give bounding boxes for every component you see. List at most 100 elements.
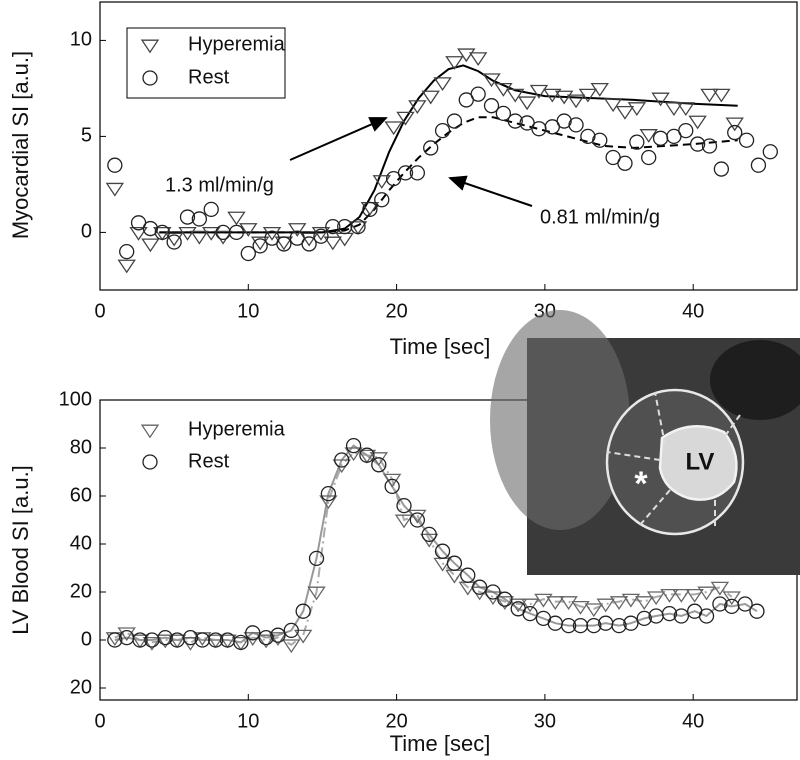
data-point [698, 608, 715, 624]
data-point [345, 437, 362, 454]
annotation: 0.81 ml/min/g [540, 206, 660, 228]
data-point [227, 211, 246, 226]
data-point [421, 90, 440, 105]
x-tick-label: 40 [682, 300, 704, 322]
data-point [615, 105, 635, 120]
data-point [554, 90, 574, 105]
y-tick-label: 100 [59, 388, 92, 410]
data-point [571, 600, 590, 615]
data-point [350, 218, 366, 235]
data-point [750, 157, 767, 173]
y-tick-label: 10 [70, 29, 92, 51]
data-point [119, 243, 135, 260]
x-tick-label: 10 [237, 710, 259, 732]
data-point [590, 82, 609, 97]
data-point [166, 234, 182, 250]
data-point [396, 497, 412, 514]
legend-label: Hyperemia [188, 418, 286, 440]
x-tick-label: 20 [385, 710, 407, 732]
data-point [639, 129, 658, 143]
data-point [282, 639, 301, 654]
data-point [245, 625, 261, 641]
data-point [374, 192, 390, 208]
data-point [397, 165, 414, 181]
data-point [725, 117, 744, 132]
data-point [572, 617, 589, 634]
data-point [636, 610, 652, 627]
y-tick-label: 0 [81, 221, 92, 243]
x-tick-label: 40 [682, 710, 704, 732]
data-point [141, 238, 160, 253]
data-point [252, 238, 268, 254]
data-point [231, 636, 251, 651]
data-point [712, 596, 728, 612]
legend-marker [140, 39, 160, 54]
data-point [722, 591, 741, 606]
data-point [697, 586, 716, 601]
data-point [283, 622, 299, 639]
data-point [295, 603, 311, 619]
data-point [738, 132, 755, 148]
data-point [495, 105, 512, 122]
data-point [307, 586, 326, 601]
series-line [114, 444, 758, 644]
data-point [178, 226, 197, 241]
data-point [371, 457, 387, 473]
data-point [712, 88, 731, 103]
y-tick-label: 40 [70, 532, 92, 554]
data-point [713, 161, 730, 177]
x-tick-label: 0 [94, 710, 105, 732]
data-point [446, 113, 463, 129]
data-point [190, 230, 209, 245]
y-tick-label: 20 [70, 676, 92, 698]
data-point [208, 632, 224, 648]
data-point [529, 84, 549, 99]
data-point [288, 223, 307, 237]
data-point [319, 495, 338, 510]
data-point [408, 100, 427, 115]
x-tick-label: 0 [94, 300, 105, 322]
data-point [132, 632, 148, 648]
data-point [689, 136, 706, 152]
data-point [434, 122, 451, 139]
legend-marker [142, 70, 158, 86]
data-point [409, 165, 426, 181]
data-point [434, 543, 451, 559]
data-point [546, 596, 565, 610]
x-axis-label: Time [sec] [390, 334, 491, 359]
data-point [394, 514, 414, 529]
data-point [556, 113, 572, 129]
data-point [191, 211, 208, 227]
data-point [646, 591, 666, 606]
data-point [482, 73, 501, 88]
data-point [580, 128, 596, 145]
data-point [688, 115, 707, 130]
data-point [157, 629, 173, 646]
data-point [117, 259, 136, 274]
data-point [409, 512, 426, 528]
data-point [293, 629, 313, 644]
data-point [685, 588, 704, 603]
data-point [522, 605, 538, 622]
data-point [603, 98, 623, 113]
plots: 0 10 20 30 40 0 5 10 Time [sec] Myocardial SI [a.… [8, 1, 798, 756]
data-point [299, 232, 319, 247]
data-point [507, 113, 523, 129]
data-point [202, 226, 221, 241]
data-point [117, 627, 136, 642]
data-point [384, 478, 400, 495]
inset-image: LV * [490, 310, 800, 575]
data-point [357, 449, 377, 464]
annotation-arrow [448, 175, 533, 207]
data-point [156, 634, 175, 649]
data-point [457, 48, 476, 63]
x-tick-label: 10 [237, 300, 259, 322]
data-point [468, 52, 488, 67]
data-point [710, 581, 730, 596]
data-point [446, 555, 463, 571]
data-point [568, 117, 584, 133]
data-point [483, 98, 500, 114]
data-point [334, 452, 350, 468]
data-point [154, 224, 170, 241]
